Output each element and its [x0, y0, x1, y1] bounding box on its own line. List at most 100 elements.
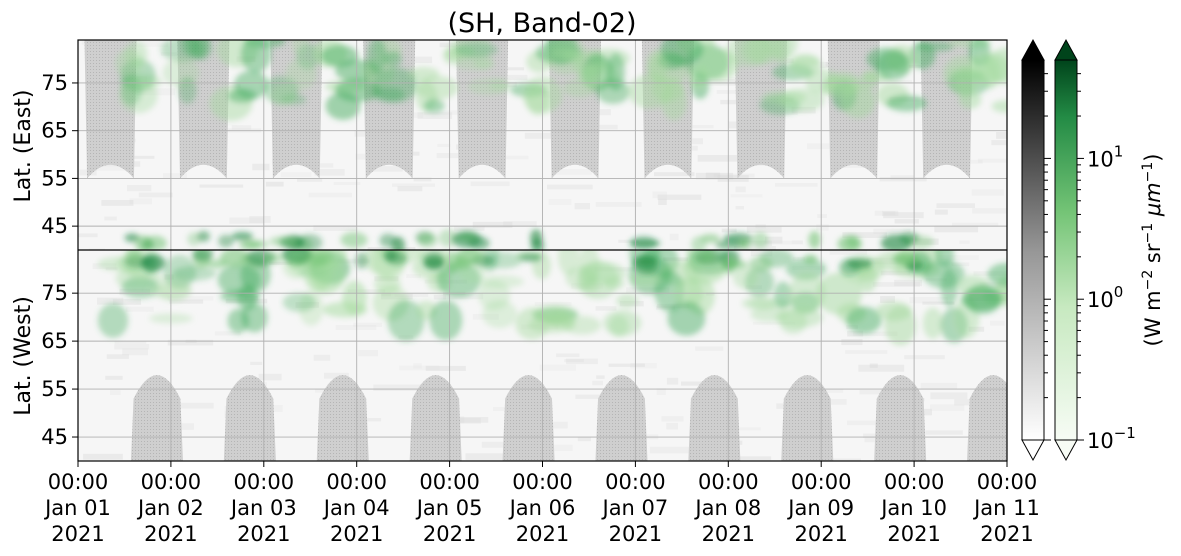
background-pixel — [695, 172, 734, 180]
xtick-label-7: 00:00 Jan 08 2021 — [693, 470, 761, 546]
background-pixel — [308, 192, 352, 198]
xtick-label-0: 00:00 Jan 01 2021 — [43, 470, 111, 546]
xtick-label-2: 00:00 Jan 03 2021 — [229, 470, 297, 546]
background-pixel — [470, 181, 510, 187]
background-pixel — [524, 132, 564, 139]
daylight-mask-west-0 — [130, 375, 183, 461]
background-pixel — [847, 330, 864, 337]
background-pixel — [556, 168, 592, 175]
background-pixel — [229, 217, 264, 224]
background-pixel — [394, 293, 429, 297]
background-pixel — [410, 56, 433, 64]
cb-tick-label-2: 101 — [1087, 142, 1123, 171]
background-pixel — [548, 199, 572, 206]
background-pixel — [129, 198, 153, 205]
x-axis: 00:00 Jan 01 2021 00:00 Jan 02 2021 00:00 Jan 0… — [43, 461, 1040, 546]
background-pixel — [832, 164, 871, 168]
colorbar-night — [1021, 38, 1045, 462]
background-pixel — [78, 233, 98, 238]
background-pixel — [649, 446, 692, 454]
background-pixel — [314, 168, 345, 176]
background-pixel — [249, 215, 271, 223]
background-pixel — [595, 306, 617, 311]
background-pixel — [680, 124, 714, 129]
aurora-east-5 — [362, 40, 419, 103]
daylight-mask-west-4 — [502, 375, 555, 461]
xtick-label-3: 00:00 Jan 04 2021 — [322, 470, 390, 546]
background-pixel — [859, 390, 892, 395]
background-pixel — [764, 236, 783, 244]
background-pixel — [817, 214, 827, 218]
aurora-east-18 — [959, 40, 1007, 113]
background-pixel — [874, 210, 896, 216]
background-pixel — [971, 189, 1004, 196]
background-pixel — [539, 444, 573, 451]
background-pixel — [101, 200, 134, 206]
background-pixel — [425, 365, 466, 371]
aurora-core-west — [124, 250, 923, 276]
background-pixel — [472, 221, 513, 228]
background-pixel — [596, 375, 605, 379]
background-pixel — [105, 375, 123, 380]
background-pixel — [934, 209, 948, 215]
ytick-east-label-0: 45 — [41, 214, 68, 238]
background-pixel — [909, 297, 948, 304]
background-pixel — [841, 338, 863, 346]
background-pixel — [853, 331, 898, 337]
background-pixel — [328, 258, 370, 264]
background-pixel — [829, 250, 868, 255]
xtick-label-4: 00:00 Jan 05 2021 — [415, 470, 483, 546]
ylabel-east: Lat. (East) — [11, 90, 36, 203]
colorbar-label: (W m−2 sr−1 μm−1) — [1140, 154, 1165, 347]
background-pixel — [661, 416, 684, 422]
xtick-label-10: 00:00 Jan 11 2021 — [972, 470, 1040, 546]
background-pixel — [792, 257, 806, 261]
background-pixel — [436, 153, 475, 159]
aurora-west-14 — [773, 258, 827, 334]
background-pixel — [566, 358, 598, 365]
background-pixel — [735, 186, 746, 193]
background-pixel — [666, 377, 679, 385]
background-pixel — [353, 322, 383, 327]
aurora-east-14 — [761, 53, 840, 112]
background-pixel — [258, 373, 282, 381]
background-pixel — [728, 76, 741, 83]
ytick-west-label-0: 75 — [41, 281, 68, 305]
background-pixel — [534, 302, 572, 307]
ytick-west-label-2: 55 — [41, 377, 68, 401]
ytick-east-label-2: 65 — [41, 119, 68, 143]
background-pixel — [656, 388, 666, 396]
background-pixel — [695, 346, 724, 351]
aurora-east-10 — [577, 48, 631, 104]
background-pixel — [413, 363, 422, 369]
background-pixel — [494, 155, 529, 160]
background-pixel — [920, 382, 958, 389]
background-pixel — [250, 361, 263, 365]
background-pixel — [729, 456, 772, 461]
cb-tick-label-0: 10−1 — [1087, 424, 1136, 453]
background-pixel — [904, 355, 945, 360]
background-pixel — [630, 362, 657, 369]
background-pixel — [406, 274, 422, 278]
background-pixel — [816, 224, 829, 231]
background-pixel — [925, 430, 963, 435]
background-pixel — [869, 363, 878, 368]
background-pixel — [883, 212, 924, 219]
background-pixel — [355, 153, 372, 160]
aurora-east-7 — [450, 40, 511, 95]
background-pixel — [996, 131, 1007, 139]
ytick-east-label-1: 55 — [41, 166, 68, 190]
background-pixel — [397, 186, 423, 192]
background-pixel — [577, 437, 591, 442]
background-pixel — [829, 398, 847, 405]
background-pixel — [465, 453, 507, 461]
background-pixel — [313, 354, 331, 361]
background-pixel — [492, 74, 528, 80]
background-pixel — [951, 222, 999, 227]
background-pixel — [126, 40, 168, 47]
background-pixel — [879, 177, 927, 182]
background-pixel — [936, 203, 976, 209]
background-pixel — [595, 201, 642, 207]
background-pixel — [114, 340, 147, 344]
